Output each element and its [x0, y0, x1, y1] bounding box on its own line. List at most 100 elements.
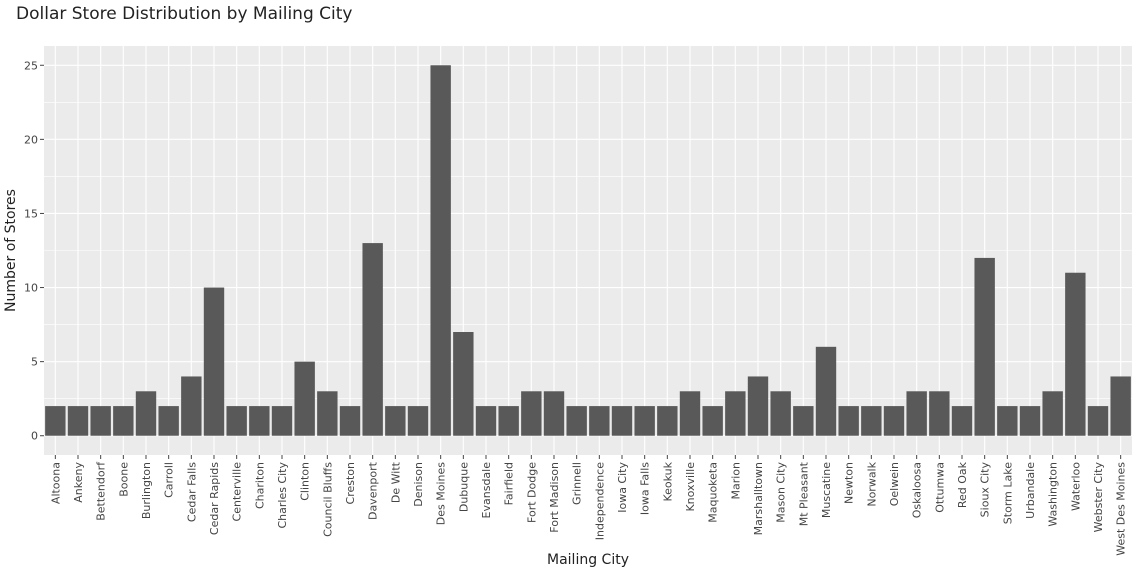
x-tick-label: Evansdale: [480, 462, 493, 519]
x-tick-label: Grinnell: [571, 462, 584, 505]
bar-fort-madison: [543, 391, 565, 436]
bar-ottumwa: [929, 391, 950, 436]
x-tick-label: Davenport: [367, 461, 380, 520]
x-tick-label: Mason City: [775, 462, 788, 523]
x-tick-label: Urbandale: [1024, 462, 1037, 519]
grid-lines: [44, 46, 1132, 455]
bar-webster-city: [1087, 406, 1109, 436]
bar-davenport: [362, 243, 383, 436]
bar-norwalk: [861, 406, 882, 436]
bar-denison: [407, 406, 429, 436]
bar-cedar-falls: [181, 376, 202, 436]
x-tick-label: Carroll: [163, 462, 176, 498]
bar-sioux-city: [974, 257, 995, 436]
y-tick-label: 20: [24, 133, 38, 146]
bar-iowa-city: [611, 406, 633, 436]
x-tick-label: Independence: [593, 462, 606, 540]
bar-maquoketa: [702, 406, 723, 436]
bar-mason-city: [770, 391, 791, 436]
x-tick-label: Creston: [344, 462, 357, 505]
bar-muscatine: [815, 346, 837, 436]
bar-evansdale: [475, 406, 497, 436]
bar-oelwein: [883, 406, 905, 436]
x-tick-label: Newton: [843, 462, 856, 504]
bar-keokuk: [657, 406, 678, 436]
bar-carroll: [158, 406, 179, 436]
x-tick-label: Denison: [412, 462, 425, 507]
bar-washington: [1042, 391, 1063, 436]
bar-chariton: [249, 406, 270, 436]
bar-marion: [725, 391, 746, 436]
x-tick-label: Bettendorf: [95, 461, 108, 521]
bar-west-des-moines: [1110, 376, 1131, 436]
x-tick-label: Iowa Falls: [639, 462, 652, 515]
y-axis-title: Number of Stores: [3, 189, 19, 312]
bar-clinton: [294, 361, 315, 436]
bars: [45, 65, 1131, 436]
chart-title: Dollar Store Distribution by Mailing Cit…: [16, 4, 353, 24]
bar-burlington: [135, 391, 157, 436]
bar-mt-pleasant: [793, 406, 814, 436]
bar-marshalltown: [747, 376, 769, 436]
x-tick-label: Iowa City: [616, 462, 629, 513]
bar-fairfield: [498, 406, 519, 436]
x-tick-label: Marion: [729, 462, 742, 500]
x-tick-label: Waterloo: [1069, 462, 1082, 511]
x-tick-label: De Witt: [389, 461, 402, 503]
bar-cedar-rapids: [203, 287, 225, 436]
x-tick-label: Mt Pleasant: [797, 461, 810, 526]
bar-waterloo: [1065, 272, 1086, 436]
bar-grinnell: [566, 406, 587, 436]
bar-red-oak: [951, 406, 973, 436]
y-tick-label: 25: [24, 59, 38, 72]
x-tick-label: Cedar Falls: [185, 462, 198, 522]
bar-ankeny: [67, 406, 89, 436]
x-tick-label: Sioux City: [979, 462, 992, 518]
bar-des-moines: [430, 65, 451, 436]
x-tick-label: Charles City: [276, 462, 289, 529]
bar-iowa-falls: [634, 406, 655, 436]
x-tick-label: Muscatine: [820, 462, 833, 518]
x-axis: Altoona Ankeny Bettendorf Boone Burlington Ca…: [49, 455, 1128, 556]
x-tick-label: Knoxville: [684, 462, 697, 512]
x-tick-label: Oelwein: [888, 462, 901, 506]
x-tick-label: Webster City: [1092, 462, 1105, 533]
y-axis: 0 5 10 15 20 25: [24, 59, 44, 443]
bar-centerville: [226, 406, 247, 436]
bar-independence: [589, 406, 610, 436]
x-tick-label: West Des Moines: [1115, 462, 1128, 556]
x-tick-label: Oskaloosa: [911, 462, 924, 518]
bar-fort-dodge: [521, 391, 542, 436]
x-tick-label: Centerville: [231, 462, 244, 522]
x-tick-label: Council Bluffs: [321, 462, 334, 537]
bar-bettendorf: [90, 406, 111, 436]
x-tick-label: Keokuk: [661, 461, 674, 501]
y-tick-label: 5: [31, 356, 38, 369]
x-tick-label: Washington: [1047, 462, 1060, 527]
x-tick-label: Ottumwa: [933, 462, 946, 513]
x-tick-label: Fort Madison: [548, 462, 561, 533]
x-tick-label: Maquoketa: [707, 462, 720, 523]
y-tick-label: 15: [24, 207, 38, 220]
bar-boone: [113, 406, 134, 436]
x-tick-label: Boone: [117, 462, 130, 497]
x-tick-label: Chariton: [253, 462, 266, 509]
x-tick-label: Altoona: [49, 462, 62, 504]
x-axis-title: Mailing City: [547, 552, 629, 568]
bar-de-witt: [385, 406, 406, 436]
y-tick-label: 10: [24, 282, 38, 295]
bar-creston: [339, 406, 361, 436]
x-tick-label: Cedar Rapids: [208, 462, 221, 535]
x-tick-label: Dubuque: [457, 462, 470, 512]
bar-knoxville: [679, 391, 701, 436]
y-tick-label: 0: [31, 430, 38, 443]
bar-oskaloosa: [906, 391, 927, 436]
x-tick-label: Marshalltown: [752, 462, 765, 535]
x-tick-label: Burlington: [140, 462, 153, 519]
bar-council-bluffs: [317, 391, 338, 436]
bar-charles-city: [271, 406, 293, 436]
x-tick-label: Fairfield: [503, 462, 516, 505]
bar-dubuque: [453, 332, 474, 436]
x-tick-label: Ankeny: [72, 462, 85, 503]
